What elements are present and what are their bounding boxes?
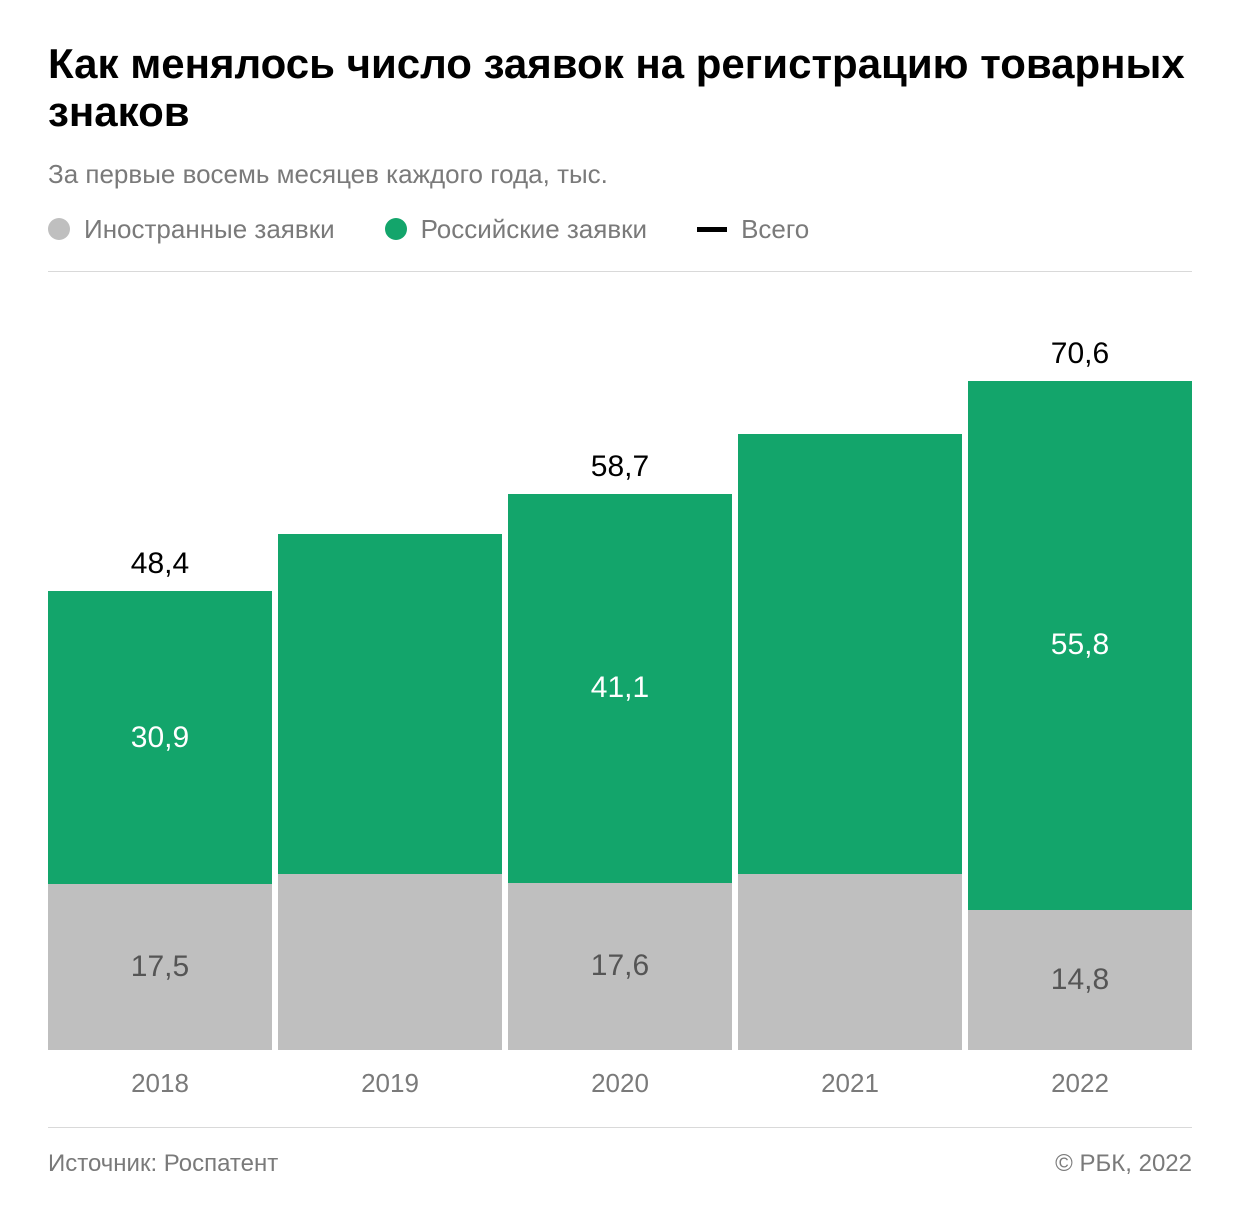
- chart-area: 48,4 30,917,5 58,7 41,117,6 70,6 55,814,8: [48, 290, 1192, 1050]
- source-text: Источник: Роспатент: [48, 1150, 278, 1178]
- bar-segment-russian: [278, 534, 502, 875]
- legend-label-total: Всего: [741, 214, 809, 245]
- swatch-total-icon: [697, 227, 727, 232]
- bar-column: [738, 290, 962, 1050]
- bar-column: 70,6 55,814,8: [968, 290, 1192, 1050]
- bar-column: 58,7 41,117,6: [508, 290, 732, 1050]
- footer: Источник: Роспатент © РБК, 2022: [48, 1150, 1192, 1178]
- chart-subtitle: За первые восемь месяцев каждого года, т…: [48, 159, 1192, 190]
- total-label: 48,4: [48, 547, 272, 581]
- legend-label-russian: Российские заявки: [421, 214, 647, 245]
- bar-segment-foreign: [278, 874, 502, 1049]
- bar-column: [278, 290, 502, 1050]
- bar-segment-russian: [738, 434, 962, 874]
- bar-segment-russian: 41,1: [508, 494, 732, 883]
- chart-title: Как менялось число заявок на регистрацию…: [48, 40, 1192, 137]
- x-axis: 20182019202020212022: [48, 1068, 1192, 1128]
- total-label: 70,6: [968, 337, 1192, 371]
- legend-item-total: Всего: [697, 214, 809, 245]
- legend: Иностранные заявки Российские заявки Все…: [48, 214, 1192, 272]
- bar-segment-foreign: 14,8: [968, 910, 1192, 1050]
- bar-column: 48,4 30,917,5: [48, 290, 272, 1050]
- x-axis-label: 2018: [48, 1068, 272, 1099]
- x-axis-label: 2020: [508, 1068, 732, 1099]
- bar-segment-russian: 30,9: [48, 591, 272, 884]
- x-axis-label: 2019: [278, 1068, 502, 1099]
- copyright-text: © РБК, 2022: [1055, 1150, 1192, 1178]
- swatch-russian-icon: [385, 218, 407, 240]
- bar-segment-foreign: 17,6: [508, 883, 732, 1050]
- legend-item-russian: Российские заявки: [385, 214, 647, 245]
- x-axis-label: 2022: [968, 1068, 1192, 1099]
- legend-item-foreign: Иностранные заявки: [48, 214, 335, 245]
- bar-segment-foreign: [738, 874, 962, 1049]
- total-label: 58,7: [508, 450, 732, 484]
- swatch-foreign-icon: [48, 218, 70, 240]
- x-axis-label: 2021: [738, 1068, 962, 1099]
- bar-segment-foreign: 17,5: [48, 884, 272, 1050]
- bar-segment-russian: 55,8: [968, 381, 1192, 909]
- legend-label-foreign: Иностранные заявки: [84, 214, 335, 245]
